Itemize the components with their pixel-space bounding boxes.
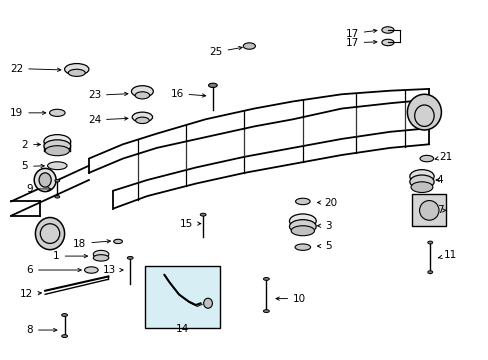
Text: 10: 10	[275, 294, 305, 303]
Text: 21: 21	[434, 152, 451, 162]
Text: 9: 9	[26, 184, 51, 194]
Ellipse shape	[127, 256, 133, 259]
Ellipse shape	[49, 109, 65, 116]
Bar	[144, 266, 220, 328]
Text: 17: 17	[345, 38, 376, 48]
Ellipse shape	[381, 39, 393, 46]
Text: 8: 8	[26, 325, 57, 335]
Ellipse shape	[135, 117, 149, 123]
Bar	[411, 194, 446, 226]
Ellipse shape	[381, 27, 393, 33]
Text: 11: 11	[437, 250, 456, 260]
Text: 6: 6	[26, 265, 81, 275]
Ellipse shape	[44, 135, 71, 148]
Ellipse shape	[200, 213, 205, 216]
Ellipse shape	[47, 162, 67, 170]
Ellipse shape	[289, 220, 316, 233]
Ellipse shape	[61, 335, 67, 338]
Ellipse shape	[61, 314, 67, 316]
Text: 7: 7	[436, 205, 446, 215]
Ellipse shape	[34, 168, 56, 192]
Ellipse shape	[263, 278, 269, 280]
Text: 22: 22	[10, 64, 61, 73]
Ellipse shape	[427, 241, 432, 244]
Ellipse shape	[44, 140, 71, 152]
Text: 23: 23	[88, 90, 128, 100]
Text: 4: 4	[435, 175, 442, 185]
Ellipse shape	[208, 83, 217, 87]
Text: 12: 12	[20, 289, 41, 299]
Text: 1: 1	[53, 251, 87, 261]
Ellipse shape	[419, 156, 433, 162]
Text: 20: 20	[317, 198, 337, 207]
Ellipse shape	[93, 250, 109, 258]
Ellipse shape	[427, 271, 432, 274]
Ellipse shape	[55, 180, 60, 182]
Ellipse shape	[419, 201, 438, 220]
Text: 13: 13	[102, 265, 123, 275]
Ellipse shape	[135, 92, 149, 99]
Ellipse shape	[410, 182, 432, 193]
Ellipse shape	[68, 69, 85, 76]
Ellipse shape	[45, 146, 69, 156]
Ellipse shape	[64, 64, 89, 75]
Ellipse shape	[84, 267, 98, 273]
Text: 14: 14	[175, 324, 188, 334]
Ellipse shape	[131, 86, 153, 97]
Ellipse shape	[290, 226, 314, 236]
Ellipse shape	[55, 195, 60, 198]
Ellipse shape	[294, 244, 310, 250]
Text: 5: 5	[317, 241, 331, 251]
Ellipse shape	[93, 255, 109, 261]
Ellipse shape	[409, 175, 433, 189]
Ellipse shape	[243, 43, 255, 49]
Ellipse shape	[295, 198, 309, 204]
Ellipse shape	[409, 170, 433, 183]
Ellipse shape	[289, 214, 316, 228]
Ellipse shape	[114, 239, 122, 244]
Text: 17: 17	[345, 28, 376, 39]
Text: 24: 24	[88, 115, 128, 125]
Ellipse shape	[407, 94, 441, 130]
Text: 19: 19	[10, 108, 46, 118]
Ellipse shape	[132, 112, 152, 122]
Ellipse shape	[35, 217, 64, 249]
Ellipse shape	[203, 298, 212, 308]
Text: 16: 16	[170, 89, 205, 99]
Text: 15: 15	[180, 219, 201, 229]
Text: 5: 5	[21, 161, 44, 171]
Text: 25: 25	[209, 46, 242, 57]
Ellipse shape	[263, 310, 269, 312]
Text: 2: 2	[21, 140, 41, 150]
Text: 3: 3	[317, 221, 331, 231]
Ellipse shape	[39, 173, 51, 187]
Text: 18: 18	[73, 239, 110, 249]
